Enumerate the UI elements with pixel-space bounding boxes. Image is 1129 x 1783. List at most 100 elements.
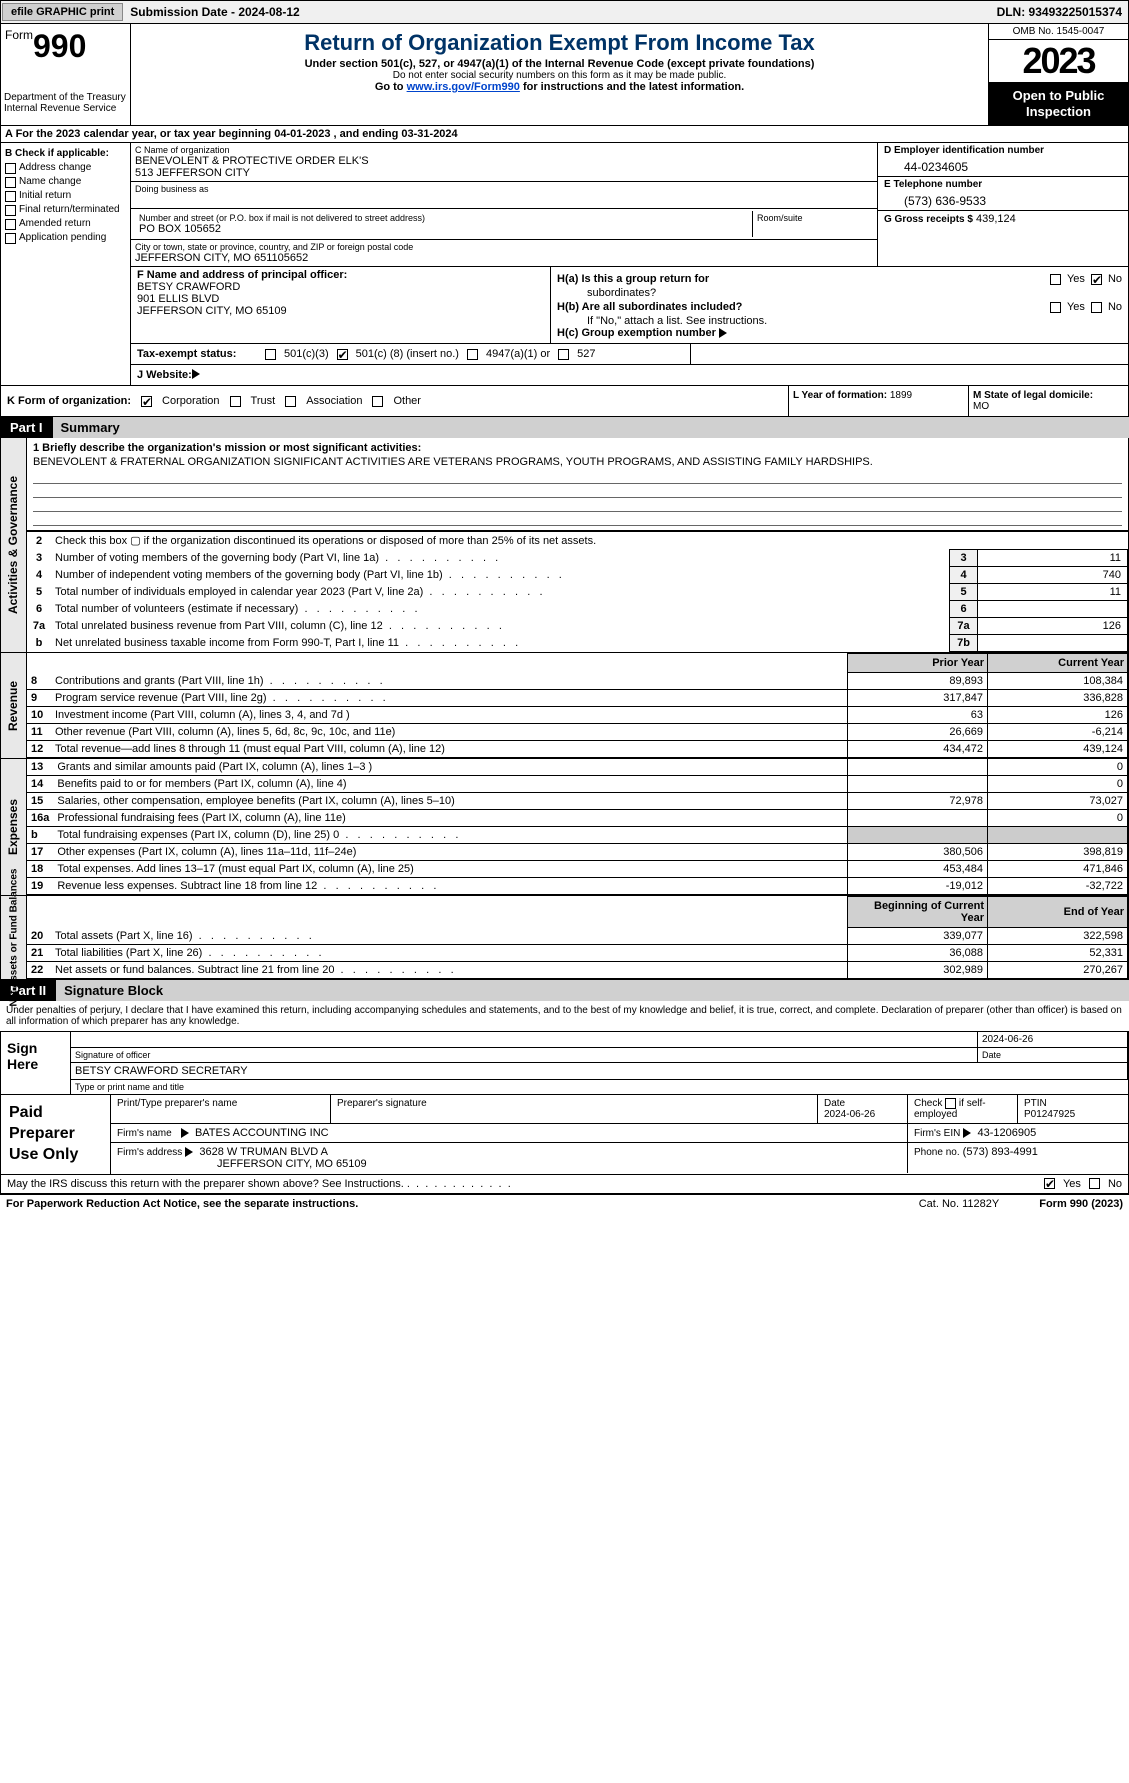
cb-may-no[interactable] — [1089, 1178, 1100, 1189]
cb-may-yes[interactable] — [1044, 1178, 1055, 1189]
row-J: J Website: — [131, 364, 1128, 385]
sign-here-label: Sign Here — [1, 1032, 71, 1094]
cb-501c[interactable] — [337, 349, 348, 360]
cb-other[interactable] — [372, 396, 383, 407]
lbl-501c-post: ) (insert no.) — [400, 348, 459, 360]
cb-self-employed[interactable] — [945, 1098, 956, 1109]
dept-treasury: Department of the Treasury Internal Reve… — [4, 92, 128, 114]
goto-post: for instructions and the latest informat… — [520, 81, 744, 93]
prior-val: 380,506 — [848, 844, 988, 861]
sig-date-label: Date — [978, 1048, 1128, 1062]
cb-Ha-yes[interactable] — [1050, 274, 1061, 285]
row-C-E: C Name of organization BENEVOLENT & PROT… — [131, 143, 1128, 266]
line-box: 4 — [950, 567, 978, 584]
line-text: Net assets or fund balances. Subtract li… — [51, 962, 848, 979]
rev-vbar: Revenue — [1, 653, 27, 758]
line-num: 19 — [27, 878, 53, 895]
irs-link[interactable]: www.irs.gov/Form990 — [407, 81, 520, 93]
cb-4947[interactable] — [467, 349, 478, 360]
lbl-trust: Trust — [251, 395, 276, 407]
dln: DLN: 93493225015374 — [997, 5, 1128, 19]
exp-table: 13Grants and similar amounts paid (Part … — [27, 759, 1128, 895]
officer-addr1: 901 ELLIS BLVD — [137, 293, 544, 305]
Hb-label: H(b) Are all subordinates included? — [557, 301, 742, 313]
part1-title: Summary — [53, 417, 1129, 438]
current-val: 439,124 — [988, 741, 1128, 758]
prior-val: 302,989 — [848, 962, 988, 979]
firm-addr2: JEFFERSON CITY, MO 65109 — [117, 1158, 367, 1170]
website-label: J Website: — [137, 369, 192, 381]
cb-Ha-no[interactable] — [1091, 274, 1102, 285]
form-number: 990 — [33, 28, 86, 64]
line-num: b — [27, 635, 51, 652]
line-box: 6 — [950, 601, 978, 618]
line-text: Net unrelated business taxable income fr… — [51, 635, 950, 652]
part2-header: Part II Signature Block — [0, 980, 1129, 1001]
line-num: 12 — [27, 741, 51, 758]
line-text: Benefits paid to or for members (Part IX… — [53, 776, 847, 793]
prior-val: 89,893 — [848, 673, 988, 690]
ptin-lbl: PTIN — [1024, 1098, 1047, 1109]
addr-label: Number and street (or P.O. box if mail i… — [135, 211, 752, 223]
Hb-note: If "No," attach a list. See instructions… — [557, 315, 1122, 327]
cb-name-change[interactable] — [5, 177, 16, 188]
cb-trust[interactable] — [230, 396, 241, 407]
cb-501c3[interactable] — [265, 349, 276, 360]
net-vlabel: Net Assets or Fund Balances — [8, 869, 19, 1007]
phone-value: (573) 636-9533 — [884, 190, 1122, 208]
line-text: Number of independent voting members of … — [51, 567, 950, 584]
efile-print-button[interactable]: efile GRAPHIC print — [2, 3, 123, 21]
cb-app-pending[interactable] — [5, 233, 16, 244]
line-num: b — [27, 827, 53, 844]
col-C-to-J: C Name of organization BENEVOLENT & PROT… — [131, 143, 1128, 385]
lbl-501c3: 501(c)(3) — [284, 348, 329, 360]
prior-val: 72,978 — [848, 793, 988, 810]
line-box: 7b — [950, 635, 978, 652]
line-num: 18 — [27, 861, 53, 878]
org-name-label: C Name of organization — [135, 145, 873, 155]
cb-corp[interactable] — [141, 396, 152, 407]
dba-label: Doing business as — [135, 184, 873, 194]
line-text: Total unrelated business revenue from Pa… — [51, 618, 950, 635]
col-L: L Year of formation: 1899 — [788, 386, 968, 416]
cb-initial-return[interactable] — [5, 191, 16, 202]
lbl-527: 527 — [577, 348, 595, 360]
gross-value: 439,124 — [976, 213, 1016, 225]
cb-assoc[interactable] — [285, 396, 296, 407]
officer-name-label: Type or print name and title — [71, 1080, 1128, 1094]
goto-pre: Go to — [375, 81, 407, 93]
cb-527[interactable] — [558, 349, 569, 360]
page-footer: For Paperwork Reduction Act Notice, see … — [0, 1194, 1129, 1213]
current-val: 336,828 — [988, 690, 1128, 707]
lbl-amended: Amended return — [19, 217, 91, 231]
lbl-assoc: Association — [306, 395, 362, 407]
prep-name-lbl: Print/Type preparer's name — [111, 1095, 331, 1123]
line-num: 3 — [27, 550, 51, 567]
cb-Hb-no[interactable] — [1091, 302, 1102, 313]
sig-date: 2024-06-26 — [978, 1032, 1128, 1047]
subtitle-2: Do not enter social security numbers on … — [135, 70, 984, 81]
row-K-L-M: K Form of organization: Corporation Trus… — [1, 385, 1128, 416]
current-val: 398,819 — [988, 844, 1128, 861]
prior-val — [848, 810, 988, 827]
col-H: H(a) Is this a group return for Yes No s… — [551, 267, 1128, 343]
part1-header: Part I Summary — [0, 417, 1129, 438]
ein-value: 44-0234605 — [884, 156, 1122, 174]
form-header: Form990 Return of Organization Exempt Fr… — [0, 24, 1129, 126]
firm-ein: 43-1206905 — [977, 1127, 1036, 1139]
dba-value — [135, 194, 873, 206]
line-text: Revenue less expenses. Subtract line 18 … — [53, 878, 847, 895]
cb-address-change[interactable] — [5, 163, 16, 174]
line-num: 14 — [27, 776, 53, 793]
cb-amended[interactable] — [5, 219, 16, 230]
q1: 1 Briefly describe the organization's mi… — [27, 438, 1128, 532]
omb-number: OMB No. 1545-0047 — [989, 24, 1128, 40]
line-num: 13 — [27, 759, 53, 776]
prior-year-hdr: Prior Year — [848, 654, 988, 673]
prior-val: -19,012 — [848, 878, 988, 895]
arrow-icon — [192, 369, 200, 379]
cb-Hb-yes[interactable] — [1050, 302, 1061, 313]
line-value: 11 — [978, 550, 1128, 567]
prior-val — [848, 776, 988, 793]
cb-final-return[interactable] — [5, 205, 16, 216]
